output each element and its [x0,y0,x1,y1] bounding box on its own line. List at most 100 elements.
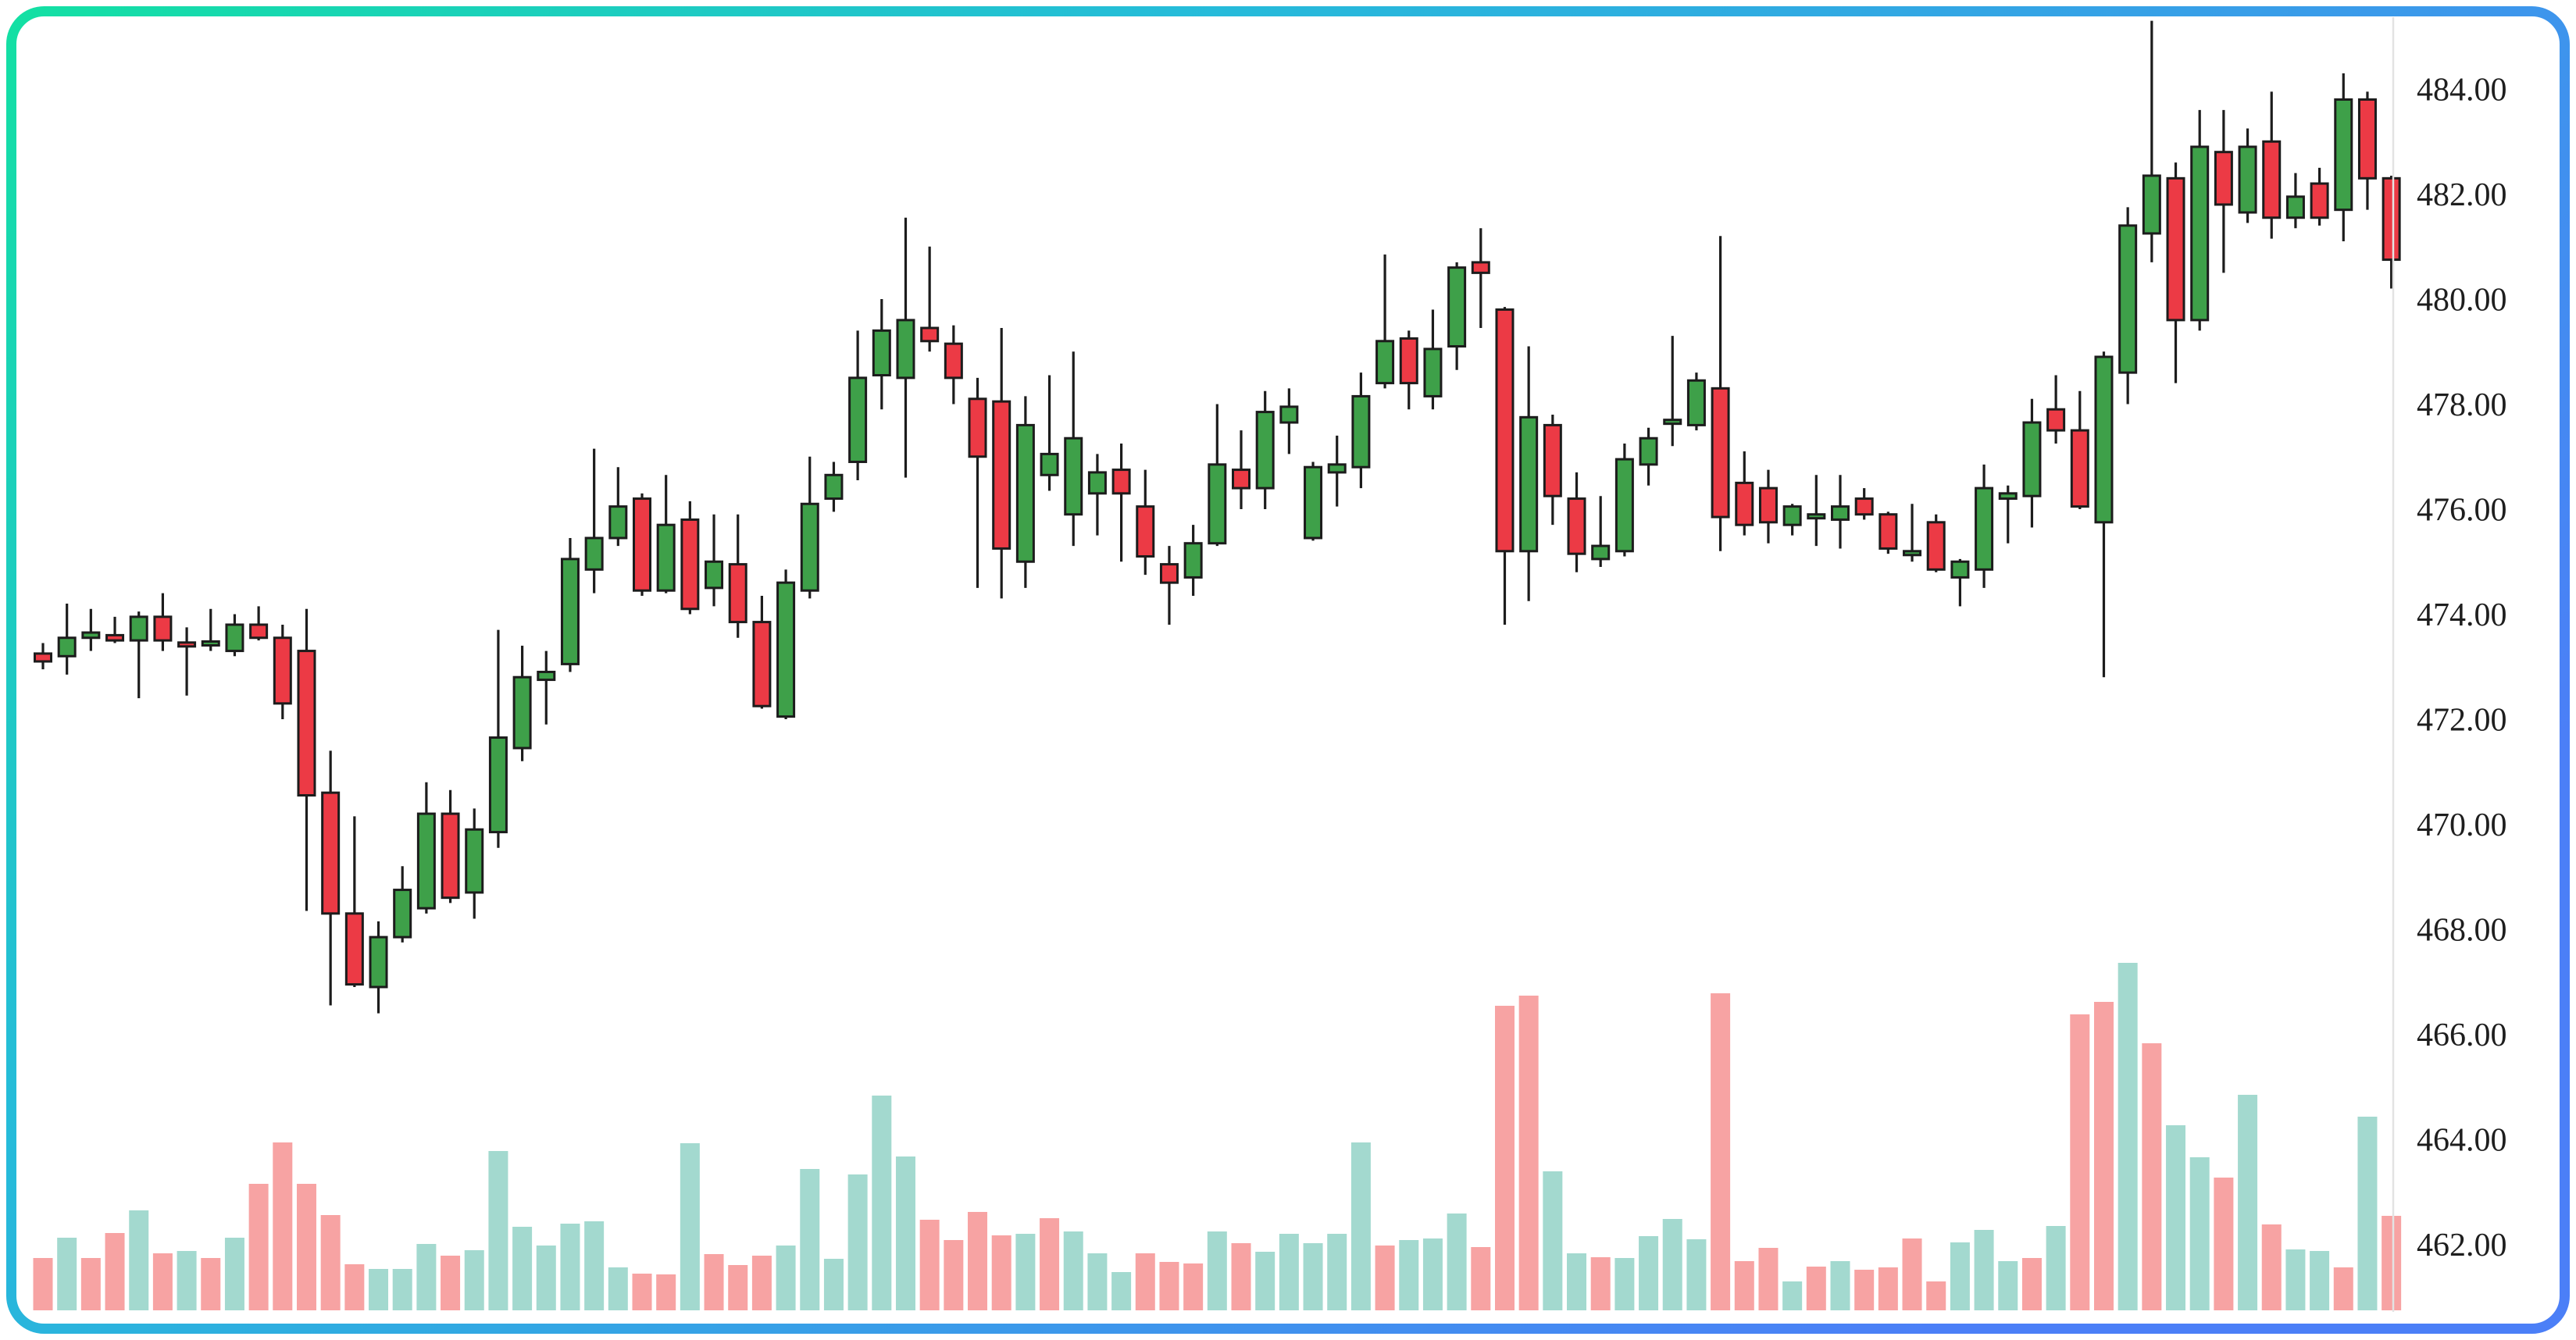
volume-bar [1734,1261,1754,1310]
candle-body-down [1471,261,1490,274]
candlestick [1639,427,1658,486]
candlestick [2310,167,2329,226]
candle-body-down [105,633,125,642]
candlestick [297,608,316,911]
candle-body-down [1735,481,1754,526]
volume-bar [488,1151,508,1310]
candlestick [1686,372,1706,431]
candlestick [1495,307,1515,625]
candle-body-up [1903,550,1922,557]
candlestick [896,217,915,478]
candlestick [177,627,197,696]
candlestick [776,569,796,719]
candlestick [2022,398,2042,528]
candle-body-up [1663,419,1682,426]
candle-body-down [344,912,364,986]
price-axis-label: 476.00 [2417,492,2507,528]
volume-bar [895,1156,915,1310]
volume-bar [2021,1258,2042,1310]
candlestick-pane[interactable] [34,20,2401,1014]
candle-body-down [752,621,772,707]
volume-bar [2285,1249,2306,1310]
volume-bar [1518,996,1539,1310]
volume-bar [1422,1238,1443,1310]
candlestick [968,377,987,588]
price-axis-label: 470.00 [2417,807,2507,843]
candlestick [992,327,1011,599]
candle-body-down [1232,469,1251,490]
candlestick [824,462,844,512]
candlestick [1136,469,1155,576]
volume-bar [751,1256,772,1310]
candlestick [1304,462,1323,541]
candlestick [1159,546,1179,625]
price-axis-label: 480.00 [2417,282,2507,318]
volume-bar [2070,1014,2090,1310]
volume-bar [2166,1125,2186,1310]
candle-body-up [225,623,244,653]
volume-bar [1303,1243,1323,1310]
volume-bar [536,1246,556,1310]
window-frame-border [6,6,2570,1334]
volume-bar [991,1235,1011,1310]
volume-bar [1399,1240,1419,1310]
volume-bar [33,1258,53,1310]
candle-body-down [944,342,963,380]
price-axis-scale[interactable]: 484.00 482.00 480.00 478.00 476.00 474.00 472.… [2417,72,2507,1263]
volume-bar [1639,1236,1659,1310]
candlestick [2190,109,2210,331]
volume-bar [441,1256,461,1310]
candle-body-up [1279,405,1299,424]
candle-body-up [81,631,101,640]
volume-bar [392,1269,412,1310]
candle-body-up [2190,145,2210,322]
candlestick [1255,390,1275,509]
candlestick [1111,443,1131,562]
candle-body-up [1351,394,1371,469]
candlestick [512,645,532,761]
candlestick [2166,162,2185,383]
candlestick [1591,496,1611,567]
volume-bar [1543,1171,1563,1310]
candle-body-up [1304,465,1323,540]
volume-bar [80,1258,101,1310]
candle-body-up [1975,486,1994,571]
volume-bar [847,1174,868,1310]
candlestick [1878,511,1898,554]
candle-body-up [2285,195,2305,219]
candlestick [1375,254,1395,389]
volume-bar [1494,1006,1515,1310]
volume-bar [944,1240,964,1310]
price-axis-label: 464.00 [2417,1122,2507,1158]
volume-bar [1327,1234,1347,1310]
candlestick [1040,375,1059,491]
volume-bar [416,1244,437,1310]
volume-bar [2357,1117,2378,1310]
volume-bar [273,1142,293,1310]
candle-body-up [705,560,724,590]
volume-bar [1806,1267,1826,1310]
volume-bar [800,1169,820,1310]
volume-bar [2310,1251,2330,1310]
volume-bar [1902,1238,1922,1310]
candlestick [488,629,508,848]
volume-bar [320,1215,341,1310]
volume-bar [1471,1247,1491,1310]
candle-body-down [1878,513,1898,550]
volume-bar [1255,1252,1276,1310]
candle-body-up [1807,513,1826,520]
candle-body-up [1831,505,1850,521]
candlestick [2094,351,2114,678]
candlestick [920,246,940,352]
volume-bar [296,1184,316,1310]
volume-bar [1854,1270,1875,1310]
volume-bar [1830,1261,1850,1310]
candlestick [2262,91,2282,239]
candle-body-down [920,326,940,343]
candle-body-up [1183,542,1203,579]
volume-bar [369,1269,389,1310]
volume-bar [776,1246,796,1310]
candle-body-up [129,615,148,642]
candlestick [1471,228,1490,328]
